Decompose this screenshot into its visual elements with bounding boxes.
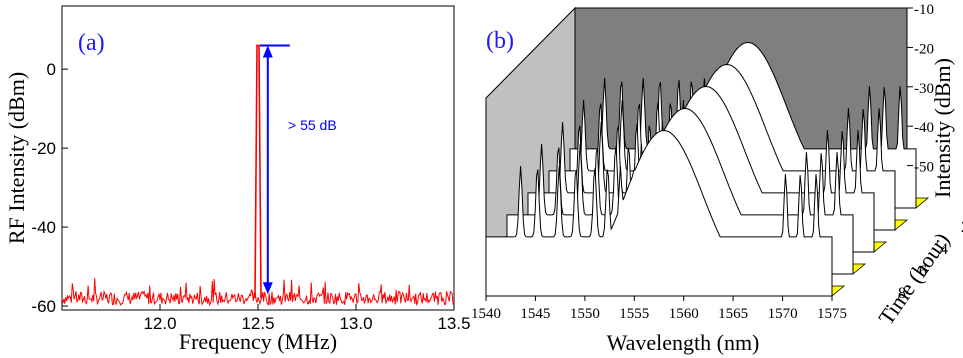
time-ticks: 02468 [898, 219, 963, 302]
x-tick-label-a: 12.5 [241, 314, 274, 333]
x-tick-label-b: 1570 [768, 306, 798, 322]
rf-spectrum-trace [61, 44, 455, 307]
panel-b-label: (b) [486, 28, 514, 54]
y-axis-label-a: RF Intensity (dBm) [4, 72, 29, 244]
x-tick-label-b: 1550 [570, 306, 600, 322]
spectrum-trace [485, 129, 833, 297]
panel-a-label: (a) [78, 30, 105, 56]
x-tick-label-a: 13.0 [339, 314, 372, 333]
arrow-head-down [262, 282, 273, 295]
x-tick-label-a: 13.5 [437, 314, 470, 333]
y-tick-label-b: -10 [914, 2, 934, 18]
x-tick-label-a: 12.0 [143, 314, 176, 333]
z-axis-label-b: Time (hour) [873, 228, 954, 329]
z-tick-label-b: 8 [898, 285, 906, 302]
carrier-peak [254, 44, 262, 299]
y-tick-label-b: -40 [914, 120, 934, 136]
noise-floor-line [61, 278, 455, 307]
x-tick-label-b: 1575 [817, 306, 847, 322]
y-axis-label-b: Intensity (dBm) [930, 58, 955, 198]
panel-a: 12.0 12.5 13.0 13.5 -60 -40 -20 0 (a) > 55 dB F… [4, 5, 471, 354]
plot-a-frame [61, 5, 455, 311]
intensity-ticks: -50 -40 -30 -20 -10 [907, 2, 934, 176]
dynamic-range-label: > 55 dB [288, 117, 337, 133]
x-tick-label-b: 1540 [471, 306, 501, 322]
y-tick-label-a: -40 [31, 218, 56, 237]
y-tick-label-a: -60 [31, 297, 56, 316]
y-tick-label-a: 0 [47, 60, 56, 79]
arrow-head-up [262, 45, 273, 58]
x-tick-label-b: 1560 [669, 306, 699, 322]
x-tick-label-b: 1555 [619, 306, 649, 322]
waterfall-traces [485, 41, 917, 297]
y-tick-label-a: -20 [31, 139, 56, 158]
y-tick-label-b: -50 [914, 160, 934, 176]
panel-b: 1540 1545 1550 1555 1560 1565 1570 1575 -50-40-… [471, 2, 963, 355]
x-tick-label-b: 1565 [718, 306, 748, 322]
z-tick-label-b: 4 [940, 241, 948, 258]
wavelength-ticks: 1540 1545 1550 1555 1560 1565 1570 1575 [471, 296, 847, 322]
x-axis-label-a: Frequency (MHz) [179, 329, 337, 354]
y-tick-label-b: -20 [914, 41, 934, 57]
z-tick-label-b: 6 [919, 263, 927, 280]
z-tick-label-b: 2 [961, 219, 963, 236]
x-axis-label-b: Wavelength (nm) [607, 330, 760, 355]
plot-a-ticks: 12.0 12.5 13.0 13.5 -60 -40 -20 0 [31, 60, 470, 333]
x-tick-label-b: 1545 [520, 306, 550, 322]
y-tick-label-b: -30 [914, 81, 934, 97]
